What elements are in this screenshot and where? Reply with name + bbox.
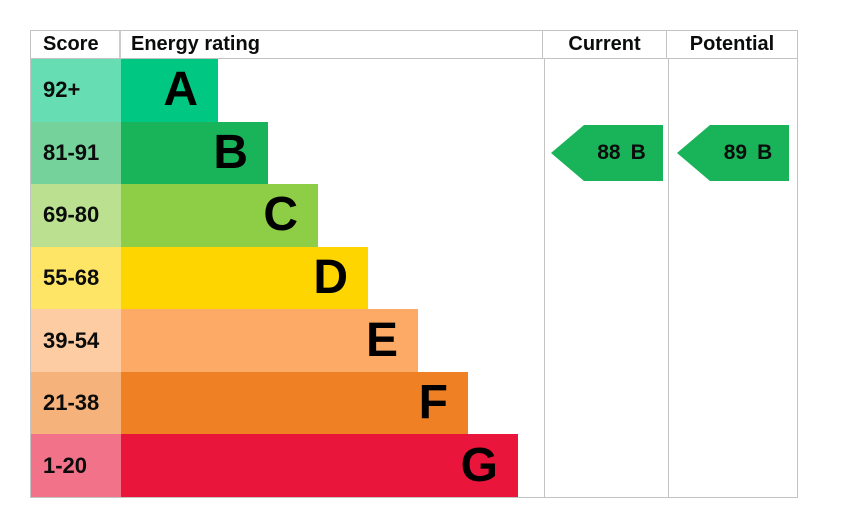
bar-zone-e: E [121, 309, 544, 372]
current-cell-e [544, 309, 668, 372]
bar-zone-d: D [121, 246, 544, 310]
bar-zone-b: B [121, 121, 544, 185]
left-pointer-tag-icon [550, 124, 663, 181]
left-pointer-tag-icon [677, 124, 789, 181]
score-range-e: 39-54 [31, 309, 121, 372]
bar-zone-c: C [121, 184, 544, 247]
potential-cell-c [668, 184, 797, 247]
current-cell-b: 88 B [544, 121, 668, 185]
current-rating-text: 88 B [551, 125, 663, 181]
rating-bar-b: B [121, 121, 268, 185]
band-letter-d: D [313, 251, 348, 305]
header-current: Current [542, 31, 666, 58]
band-letter-f: F [418, 376, 448, 430]
band-row-d: 55-68 D [31, 246, 797, 310]
current-cell-a [544, 59, 668, 122]
rating-bar-a: A [121, 59, 218, 122]
score-range-f: 21-38 [31, 371, 121, 435]
band-letter-e: E [365, 313, 398, 367]
current-cell-d [544, 246, 668, 310]
score-range-g: 1-20 [31, 434, 121, 498]
band-row-b: 81-91 B 88 B [31, 121, 797, 185]
potential-cell-b: 89 B [668, 121, 797, 185]
header-score: Score [31, 31, 121, 58]
band-row-a: 92+ A [31, 59, 797, 122]
potential-band-letter: B [757, 140, 773, 164]
band-letter-b: B [213, 125, 248, 179]
header-potential: Potential [666, 31, 797, 58]
band-letter-a: A [163, 63, 198, 117]
band-row-f: 21-38 F [31, 371, 797, 435]
potential-cell-a [668, 59, 797, 122]
potential-score-value: 89 [723, 140, 748, 164]
potential-rating-arrow: 89 B [677, 124, 789, 181]
score-range-a: 92+ [31, 59, 121, 122]
current-cell-c [544, 184, 668, 247]
potential-rating-text: 89 B [677, 125, 789, 181]
epc-table: Score Energy rating Current Potential 92… [30, 30, 798, 498]
table-header: Score Energy rating Current Potential [31, 31, 797, 59]
bar-zone-a: A [121, 59, 544, 122]
band-rows: 92+ A 81-91 B [31, 59, 797, 498]
band-row-e: 39-54 E [31, 309, 797, 372]
current-rating-arrow: 88 B [550, 124, 663, 181]
potential-cell-g [668, 434, 797, 498]
band-letter-g: G [460, 438, 498, 492]
score-range-c: 69-80 [31, 184, 121, 247]
potential-cell-d [668, 246, 797, 310]
bar-zone-f: F [121, 371, 544, 435]
current-cell-f [544, 371, 668, 435]
bar-zone-g: G [121, 434, 544, 498]
band-row-c: 69-80 C [31, 184, 797, 247]
rating-bar-f: F [121, 371, 468, 435]
rating-bar-c: C [121, 184, 318, 247]
score-range-d: 55-68 [31, 246, 121, 310]
rating-bar-d: D [121, 246, 368, 310]
band-row-g: 1-20 G [31, 434, 797, 498]
current-cell-g [544, 434, 668, 498]
rating-bar-g: G [121, 434, 518, 498]
current-band-letter: B [630, 140, 646, 164]
header-energy-rating: Energy rating [131, 33, 260, 55]
rating-bar-e: E [121, 309, 418, 372]
potential-cell-f [668, 371, 797, 435]
band-letter-c: C [263, 188, 298, 242]
potential-cell-e [668, 309, 797, 372]
current-score-value: 88 [597, 140, 621, 164]
score-range-b: 81-91 [31, 121, 121, 185]
